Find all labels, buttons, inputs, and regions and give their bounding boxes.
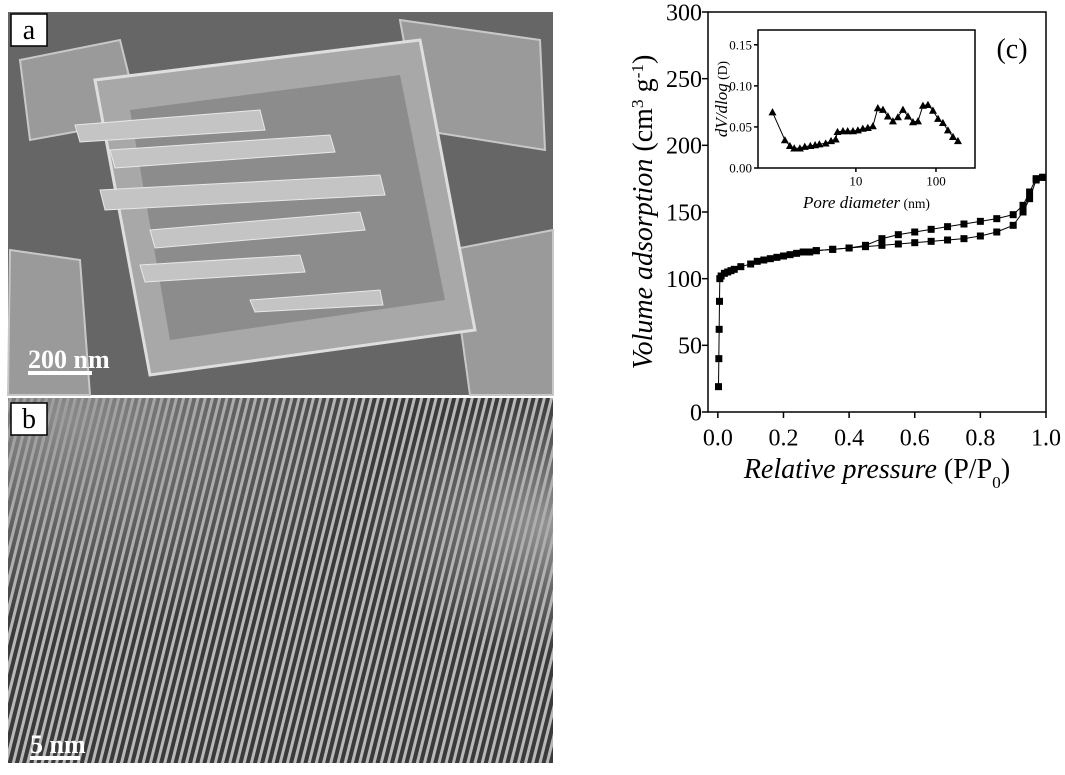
label-part: g [628, 78, 659, 99]
data-point [960, 221, 967, 228]
data-point [780, 253, 787, 260]
x-tick-label: 0.8 [965, 425, 995, 451]
x-tick-label: 100 [926, 174, 946, 189]
data-point [914, 117, 922, 124]
data-point [977, 218, 984, 225]
tem-image [8, 398, 553, 763]
data-point [747, 261, 754, 268]
data-point [944, 126, 952, 133]
y-tick-label: 0 [690, 400, 702, 426]
panel-label: (c) [996, 34, 1027, 65]
data-point [773, 254, 780, 261]
y-tick-label: 0.00 [729, 161, 752, 176]
data-point [911, 229, 918, 236]
data-point [760, 257, 767, 264]
x-tick-label: 0.6 [900, 425, 930, 451]
data-point [944, 237, 951, 244]
data-point [793, 250, 800, 257]
y-tick-label: 0.10 [729, 78, 752, 93]
data-point [832, 135, 840, 142]
label-part: Relative pressure [743, 454, 937, 485]
y-tick-label: 150 [666, 200, 702, 226]
label-part: -1 [628, 64, 647, 78]
data-point [934, 115, 942, 122]
y-axis-label: Volume adsorption (cm3 g-1) [628, 55, 660, 370]
y-tick-label: 250 [666, 67, 702, 93]
y-tick-label: 50 [678, 334, 702, 360]
scale-bar-label: 5 nm [30, 730, 86, 759]
data-point [781, 136, 789, 143]
data-point [869, 122, 877, 129]
data-point [1020, 202, 1027, 209]
label-part: 3 [628, 99, 647, 108]
data-point [829, 246, 836, 253]
y-tick-label: 100 [666, 267, 702, 293]
x-tick-label: 10 [849, 174, 862, 189]
data-point [731, 266, 738, 273]
label-part: (D) [715, 61, 731, 83]
data-point [768, 108, 776, 115]
data-point [928, 226, 935, 233]
data-point [806, 249, 813, 256]
panel-label: a [23, 15, 36, 46]
label-part: ) [1001, 454, 1010, 485]
data-point [716, 298, 723, 305]
data-point [1010, 211, 1017, 218]
y-tick-label: 0.05 [729, 119, 752, 134]
data-point [737, 263, 744, 270]
data-point [895, 241, 902, 248]
data-point [993, 215, 1000, 222]
label-part: 0 [992, 473, 1001, 492]
data-point [767, 255, 774, 262]
data-point [977, 233, 984, 240]
x-tick-label: 0.2 [768, 425, 798, 451]
data-point [716, 326, 723, 333]
label-part: (P/P [937, 454, 992, 485]
data-point [1010, 222, 1017, 229]
data-point [715, 383, 722, 390]
data-point [1026, 189, 1033, 196]
x-tick-label: 1.0 [1031, 425, 1061, 451]
y-tick-label: 0.15 [729, 37, 752, 52]
label-part: (cm [628, 108, 659, 159]
data-point [862, 242, 869, 249]
data-point [895, 231, 902, 238]
data-point [960, 235, 967, 242]
panel-label: b [22, 404, 36, 435]
label-part: Pore diameter [802, 193, 900, 212]
data-point [911, 239, 918, 246]
label-part: Volume adsorption [628, 159, 659, 370]
data-point [899, 106, 907, 113]
label-part: ) [628, 55, 659, 64]
x-tick-label: 0.4 [834, 425, 864, 451]
data-point [928, 238, 935, 245]
data-point [787, 251, 794, 258]
data-point [754, 258, 761, 265]
data-point [800, 249, 807, 256]
data-point [1039, 174, 1046, 181]
sem-image [8, 12, 553, 395]
x-axis-label: Pore diameter (nm) [802, 193, 930, 212]
data-point [715, 355, 722, 362]
data-point [813, 247, 820, 254]
data-point [944, 223, 951, 230]
data-point [894, 113, 902, 120]
y-tick-label: 300 [666, 0, 702, 26]
data-point [1033, 175, 1040, 182]
data-point [878, 242, 885, 249]
data-point [846, 245, 853, 252]
label-part: (nm) [900, 196, 930, 212]
x-tick-label: 0.0 [703, 425, 733, 451]
data-point [878, 235, 885, 242]
data-point [1020, 209, 1027, 216]
y-tick-label: 200 [666, 134, 702, 160]
x-axis-label: Relative pressure (P/P0) [743, 454, 1010, 492]
series-line [772, 105, 957, 149]
y-axis-label: dV/dlog (D) [712, 61, 731, 137]
data-point [993, 229, 1000, 236]
scale-bar-label: 200 nm [28, 345, 110, 374]
figure: a b 200 nm 5 nm 0501001502002503000.00.2… [0, 0, 1065, 775]
label-part: dV/dlog [712, 83, 731, 137]
data-point [924, 101, 932, 108]
